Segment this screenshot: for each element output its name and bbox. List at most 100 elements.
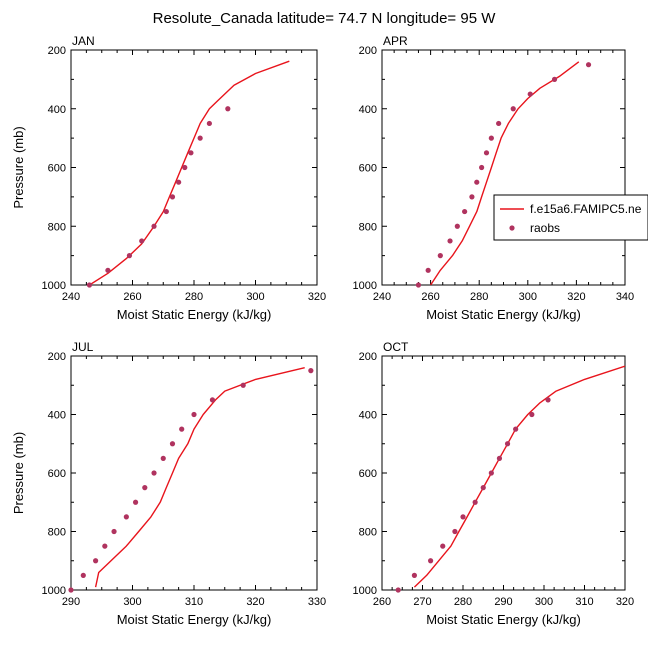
panel-oct: OCT 260 270 280 290 300 310 320 200 400 600 800 1000… [353, 340, 635, 627]
x-tick-label: 290 [62, 596, 80, 608]
obs-point [395, 587, 401, 593]
x-tick-label: 280 [470, 291, 488, 303]
obs-point [308, 368, 314, 374]
model-line [89, 60, 290, 285]
x-axis-label: Moist Static Energy (kJ/kg) [117, 612, 272, 627]
obs-point [163, 208, 169, 215]
y-tick-label: 600 [48, 468, 66, 480]
obs-point [132, 499, 139, 505]
x-tick-label: 280 [185, 291, 203, 303]
obs-point [513, 426, 519, 432]
obs-point [415, 282, 422, 288]
obs-point [483, 150, 490, 156]
y-tick-label: 200 [359, 45, 377, 57]
obs-point [240, 382, 246, 388]
obs-point [425, 267, 431, 273]
obs-point [474, 179, 480, 185]
legend-model-label: f.e15a6.FAMIPC5.ne [530, 202, 642, 216]
obs-point [469, 194, 475, 200]
obs-point [160, 455, 166, 461]
x-axis-label: Moist Static Energy (kJ/kg) [426, 307, 581, 322]
y-tick-label: 800 [48, 527, 66, 539]
y-axis-label: Pressure (mb) [11, 432, 26, 514]
obs-point [111, 528, 117, 535]
legend-obs-label: raobs [530, 221, 560, 235]
obs-point [428, 558, 434, 564]
plot-frame [381, 355, 626, 591]
obs-point [488, 135, 494, 141]
obs-point [472, 499, 478, 505]
model-line [430, 61, 580, 285]
obs-point [488, 470, 494, 476]
obs-point [123, 514, 129, 520]
obs-point [86, 282, 93, 288]
x-tick-label: 300 [123, 596, 141, 608]
x-axis-label: Moist Static Energy (kJ/kg) [117, 307, 272, 322]
x-tick-label: 260 [123, 291, 141, 303]
obs-point [545, 397, 551, 403]
obs-point [105, 267, 111, 273]
obs-point [206, 120, 212, 127]
obs-point [169, 441, 176, 447]
panel-jan: JAN 240 260 280 300 320 200 400 600 800 1000 Moist … [11, 34, 326, 322]
x-tick-label: 260 [373, 596, 391, 608]
x-tick-label: 330 [308, 596, 326, 608]
plot-frame [70, 355, 318, 591]
obs-point [80, 572, 86, 578]
obs-point [139, 238, 145, 244]
x-tick-label: 300 [535, 596, 553, 608]
y-axis-label: Pressure (mb) [11, 126, 26, 208]
y-tick-label: 400 [48, 104, 66, 116]
y-tick-label: 600 [359, 468, 377, 480]
x-tick-label: 320 [616, 596, 634, 608]
obs-point [454, 223, 460, 229]
panel-title: JUL [72, 340, 94, 354]
x-tick-label: 240 [373, 291, 391, 303]
obs-point [496, 120, 502, 127]
y-tick-label: 200 [48, 351, 66, 363]
y-tick-label: 800 [359, 221, 377, 233]
x-tick-label: 290 [494, 596, 512, 608]
x-tick-label: 240 [62, 291, 80, 303]
x-tick-label: 310 [575, 596, 593, 608]
y-tick-label: 600 [48, 163, 66, 175]
x-tick-label: 310 [185, 596, 203, 608]
x-tick-label: 320 [308, 291, 326, 303]
obs-point [191, 411, 197, 418]
figure-title: Resolute_Canada latitude= 74.7 N longitu… [153, 10, 497, 27]
plot-frame [381, 49, 626, 286]
panel-title: JAN [72, 34, 95, 48]
obs-point [447, 238, 453, 244]
obs-point [188, 150, 194, 156]
y-tick-label: 800 [359, 527, 377, 539]
obs-point [504, 441, 511, 447]
y-tick-label: 400 [359, 104, 377, 116]
y-tick-label: 600 [359, 163, 377, 175]
y-tick-label: 1000 [353, 585, 377, 597]
obs-point [102, 543, 108, 549]
obs-point [411, 572, 417, 578]
panel-title: OCT [383, 340, 409, 354]
y-tick-label: 200 [48, 45, 66, 57]
obs-point [93, 558, 99, 564]
panel-title: APR [383, 34, 408, 48]
y-tick-label: 1000 [42, 280, 66, 292]
x-tick-label: 280 [454, 596, 472, 608]
obs-point [585, 62, 592, 68]
obs-point [142, 485, 148, 491]
model-line [94, 367, 305, 588]
y-tick-label: 400 [359, 410, 377, 422]
obs-point [462, 208, 468, 215]
x-tick-label: 320 [246, 596, 264, 608]
obs-point [452, 528, 458, 535]
obs-point [225, 106, 231, 112]
obs-point [197, 135, 203, 141]
legend: f.e15a6.FAMIPC5.ne raobs [493, 194, 648, 241]
x-tick-label: 260 [421, 291, 439, 303]
obs-point [510, 106, 516, 112]
obs-point [496, 455, 503, 461]
y-tick-label: 1000 [42, 585, 66, 597]
plot-frame [70, 49, 318, 286]
obs-point [551, 76, 558, 82]
